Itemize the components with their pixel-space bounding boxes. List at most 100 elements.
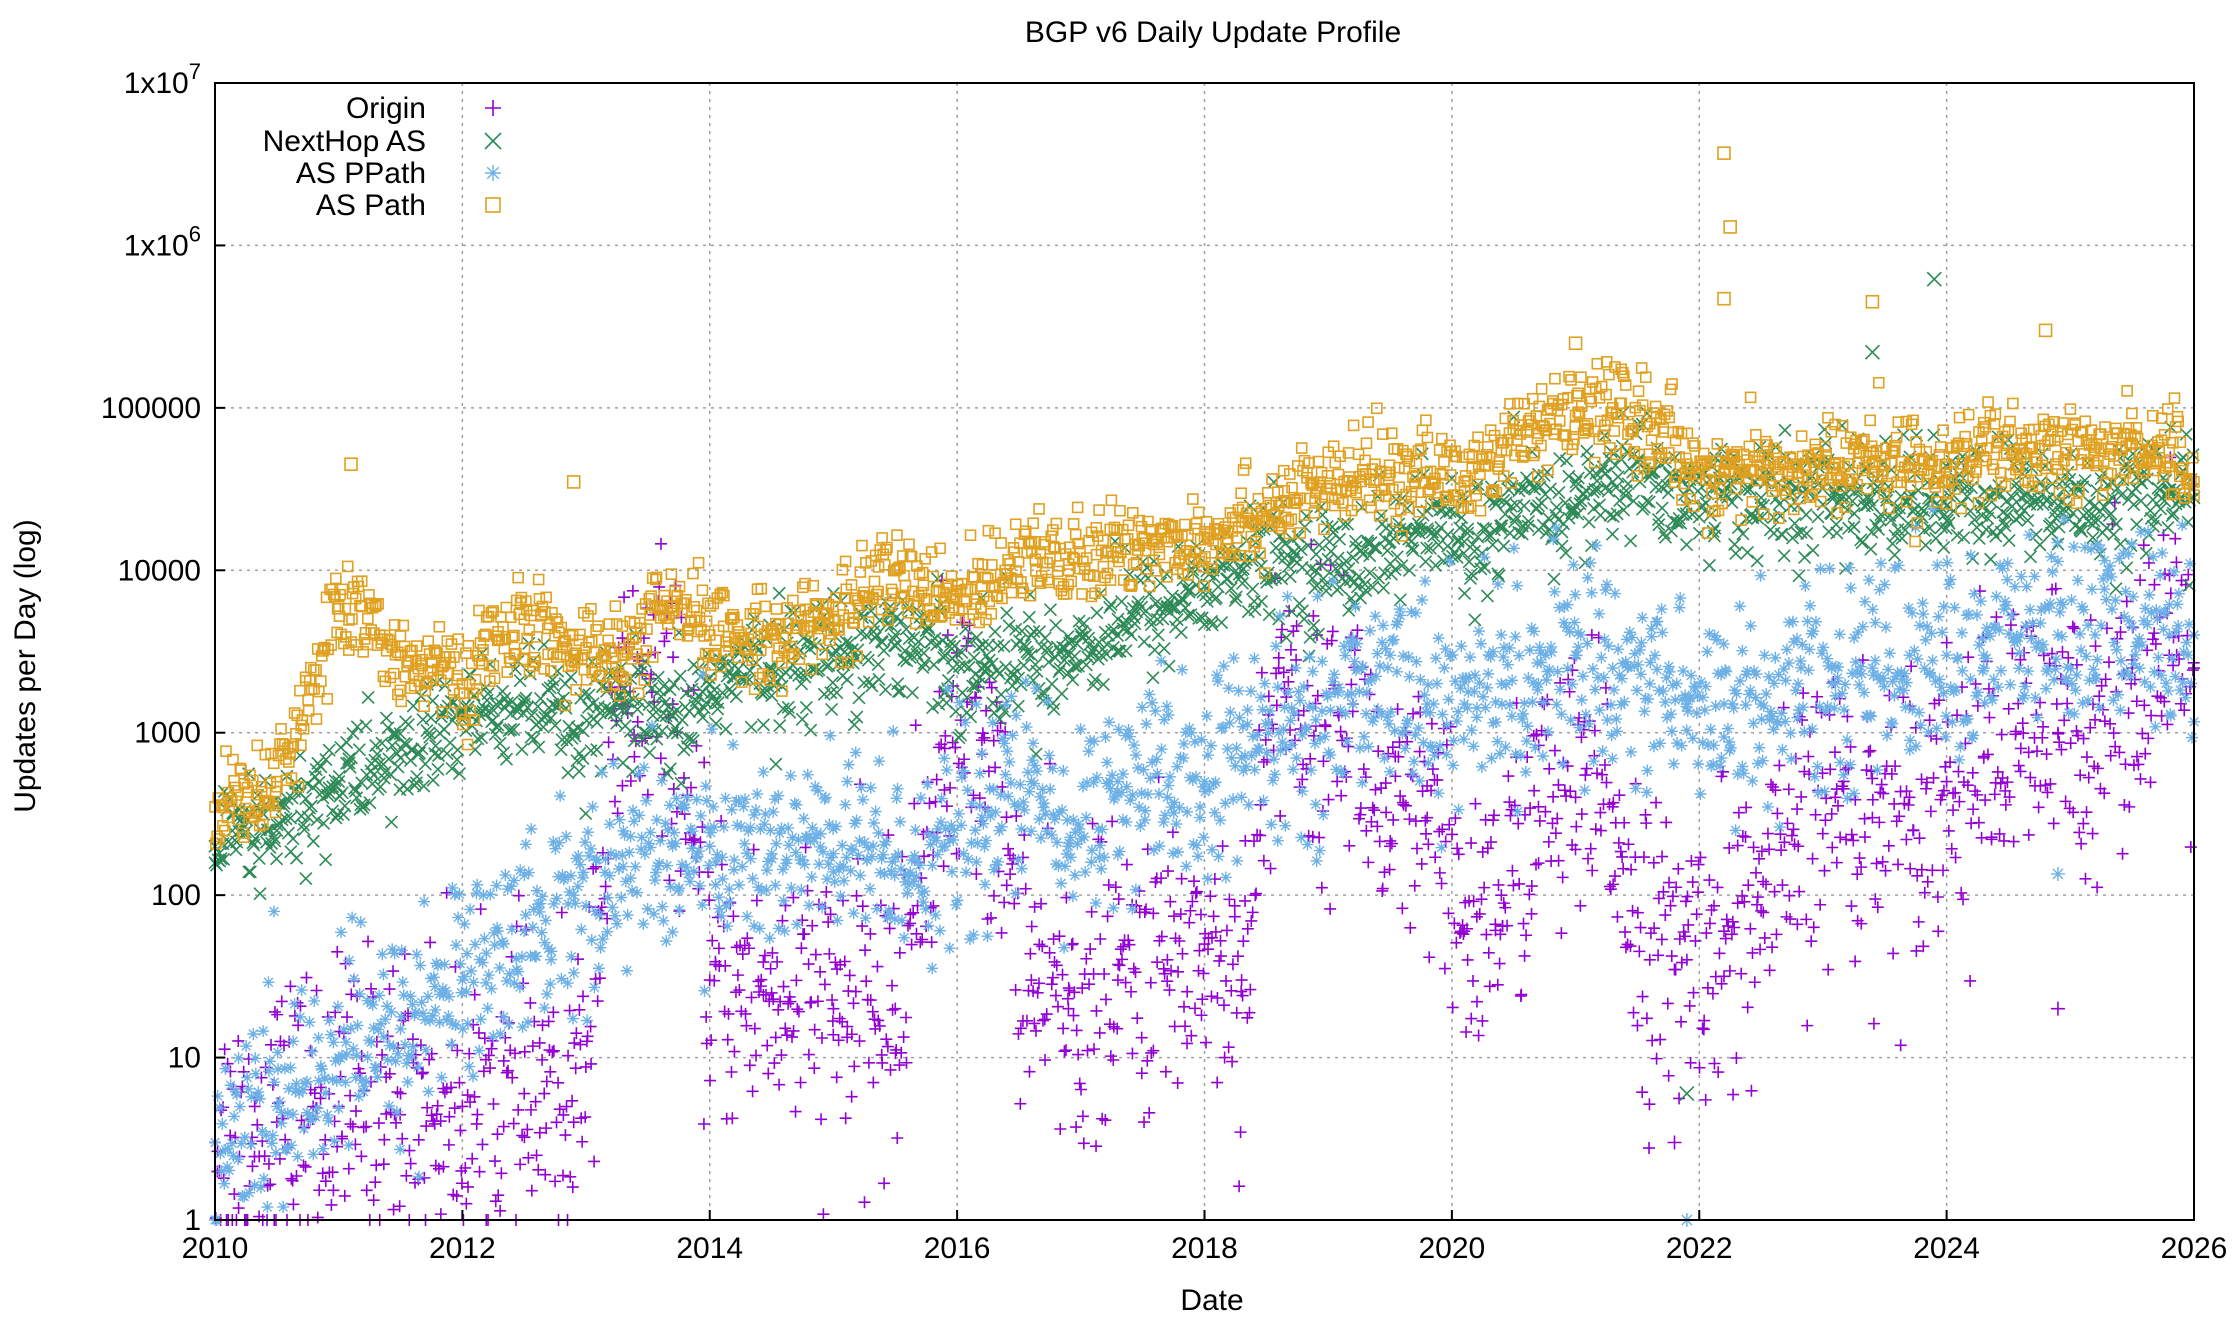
data-point — [491, 925, 504, 938]
data-point — [1470, 995, 1483, 1008]
data-point — [819, 791, 832, 804]
data-point — [1233, 1180, 1246, 1193]
data-point — [769, 1031, 782, 1044]
data-point — [510, 920, 523, 933]
data-point — [1798, 725, 1811, 738]
data-point — [1612, 836, 1625, 849]
data-point — [794, 1076, 807, 1089]
data-point — [707, 800, 720, 813]
data-point — [1483, 980, 1496, 993]
data-point — [1625, 863, 1638, 876]
data-point — [1220, 974, 1233, 987]
data-point — [1446, 648, 1459, 661]
data-point — [1545, 646, 1558, 659]
data-point — [1113, 845, 1126, 858]
data-point — [1407, 755, 1420, 768]
data-point — [894, 815, 907, 828]
data-point — [864, 994, 877, 1007]
data-point — [1068, 986, 1081, 999]
data-point — [525, 1184, 538, 1197]
data-point — [1779, 715, 1792, 728]
data-point — [667, 782, 680, 795]
data-point — [1585, 586, 1598, 599]
data-point — [1285, 738, 1298, 751]
data-point — [1578, 784, 1591, 797]
data-point — [987, 734, 1000, 747]
data-point — [1113, 959, 1126, 972]
data-point — [1449, 812, 1462, 825]
data-point — [550, 1116, 563, 1129]
data-point — [1888, 689, 1901, 702]
data-point — [1528, 784, 1541, 797]
data-point — [1843, 561, 1856, 574]
data-point — [1272, 651, 1285, 664]
data-point — [331, 945, 344, 958]
data-point — [867, 840, 880, 853]
data-point — [1473, 907, 1486, 920]
data-point — [462, 1180, 475, 1193]
data-point — [1009, 983, 1022, 996]
data-point — [1211, 669, 1224, 682]
data-point — [646, 719, 659, 732]
data-point — [1316, 655, 1329, 668]
data-point — [297, 1122, 310, 1135]
data-point — [1472, 1029, 1485, 1042]
data-point — [985, 681, 998, 694]
data-point — [1492, 878, 1505, 891]
data-point — [1080, 811, 1093, 824]
data-point — [1521, 720, 1534, 733]
data-point — [1168, 1020, 1181, 1033]
data-point — [1608, 870, 1621, 883]
data-point — [350, 1049, 363, 1062]
data-point — [790, 974, 803, 987]
data-point — [421, 990, 434, 1003]
data-point — [1270, 699, 1283, 712]
data-point — [1262, 690, 1275, 703]
data-point — [969, 824, 982, 837]
data-point — [1467, 740, 1480, 753]
data-point — [910, 927, 923, 940]
data-point — [1806, 723, 1819, 736]
data-point — [1408, 879, 1421, 892]
data-point — [240, 1040, 253, 1053]
data-point — [579, 1060, 592, 1073]
data-point — [960, 639, 973, 652]
data-point — [1475, 760, 1488, 773]
data-point — [508, 874, 521, 887]
data-point — [926, 859, 939, 872]
data-point — [744, 821, 757, 834]
data-point — [1174, 908, 1187, 921]
data-point — [1769, 651, 1782, 664]
data-point — [982, 765, 995, 778]
data-point — [703, 894, 716, 907]
data-point — [1892, 559, 1905, 572]
data-point — [1151, 956, 1164, 969]
data-point — [1636, 990, 1649, 1003]
data-point — [938, 783, 951, 796]
data-point — [1436, 708, 1449, 721]
data-point — [1024, 947, 1037, 960]
data-point — [1513, 649, 1526, 662]
data-point — [640, 794, 653, 807]
data-point — [1077, 1137, 1090, 1150]
data-point — [1503, 699, 1516, 712]
data-point — [1728, 684, 1741, 697]
data-point — [763, 932, 776, 945]
data-point — [1472, 625, 1485, 638]
data-point — [1648, 649, 1661, 662]
data-point — [805, 871, 818, 884]
data-point — [536, 890, 549, 903]
data-point — [587, 862, 600, 875]
data-point — [1005, 690, 1018, 703]
data-point — [673, 903, 686, 916]
data-point — [952, 807, 965, 820]
data-point — [421, 1101, 434, 1114]
data-point — [1341, 735, 1354, 748]
data-point — [987, 889, 1000, 902]
data-point — [585, 1057, 598, 1070]
data-point — [1523, 888, 1536, 901]
data-point — [1234, 1126, 1247, 1139]
data-point — [626, 584, 639, 597]
data-point — [1223, 716, 1236, 729]
data-point — [1527, 729, 1540, 742]
